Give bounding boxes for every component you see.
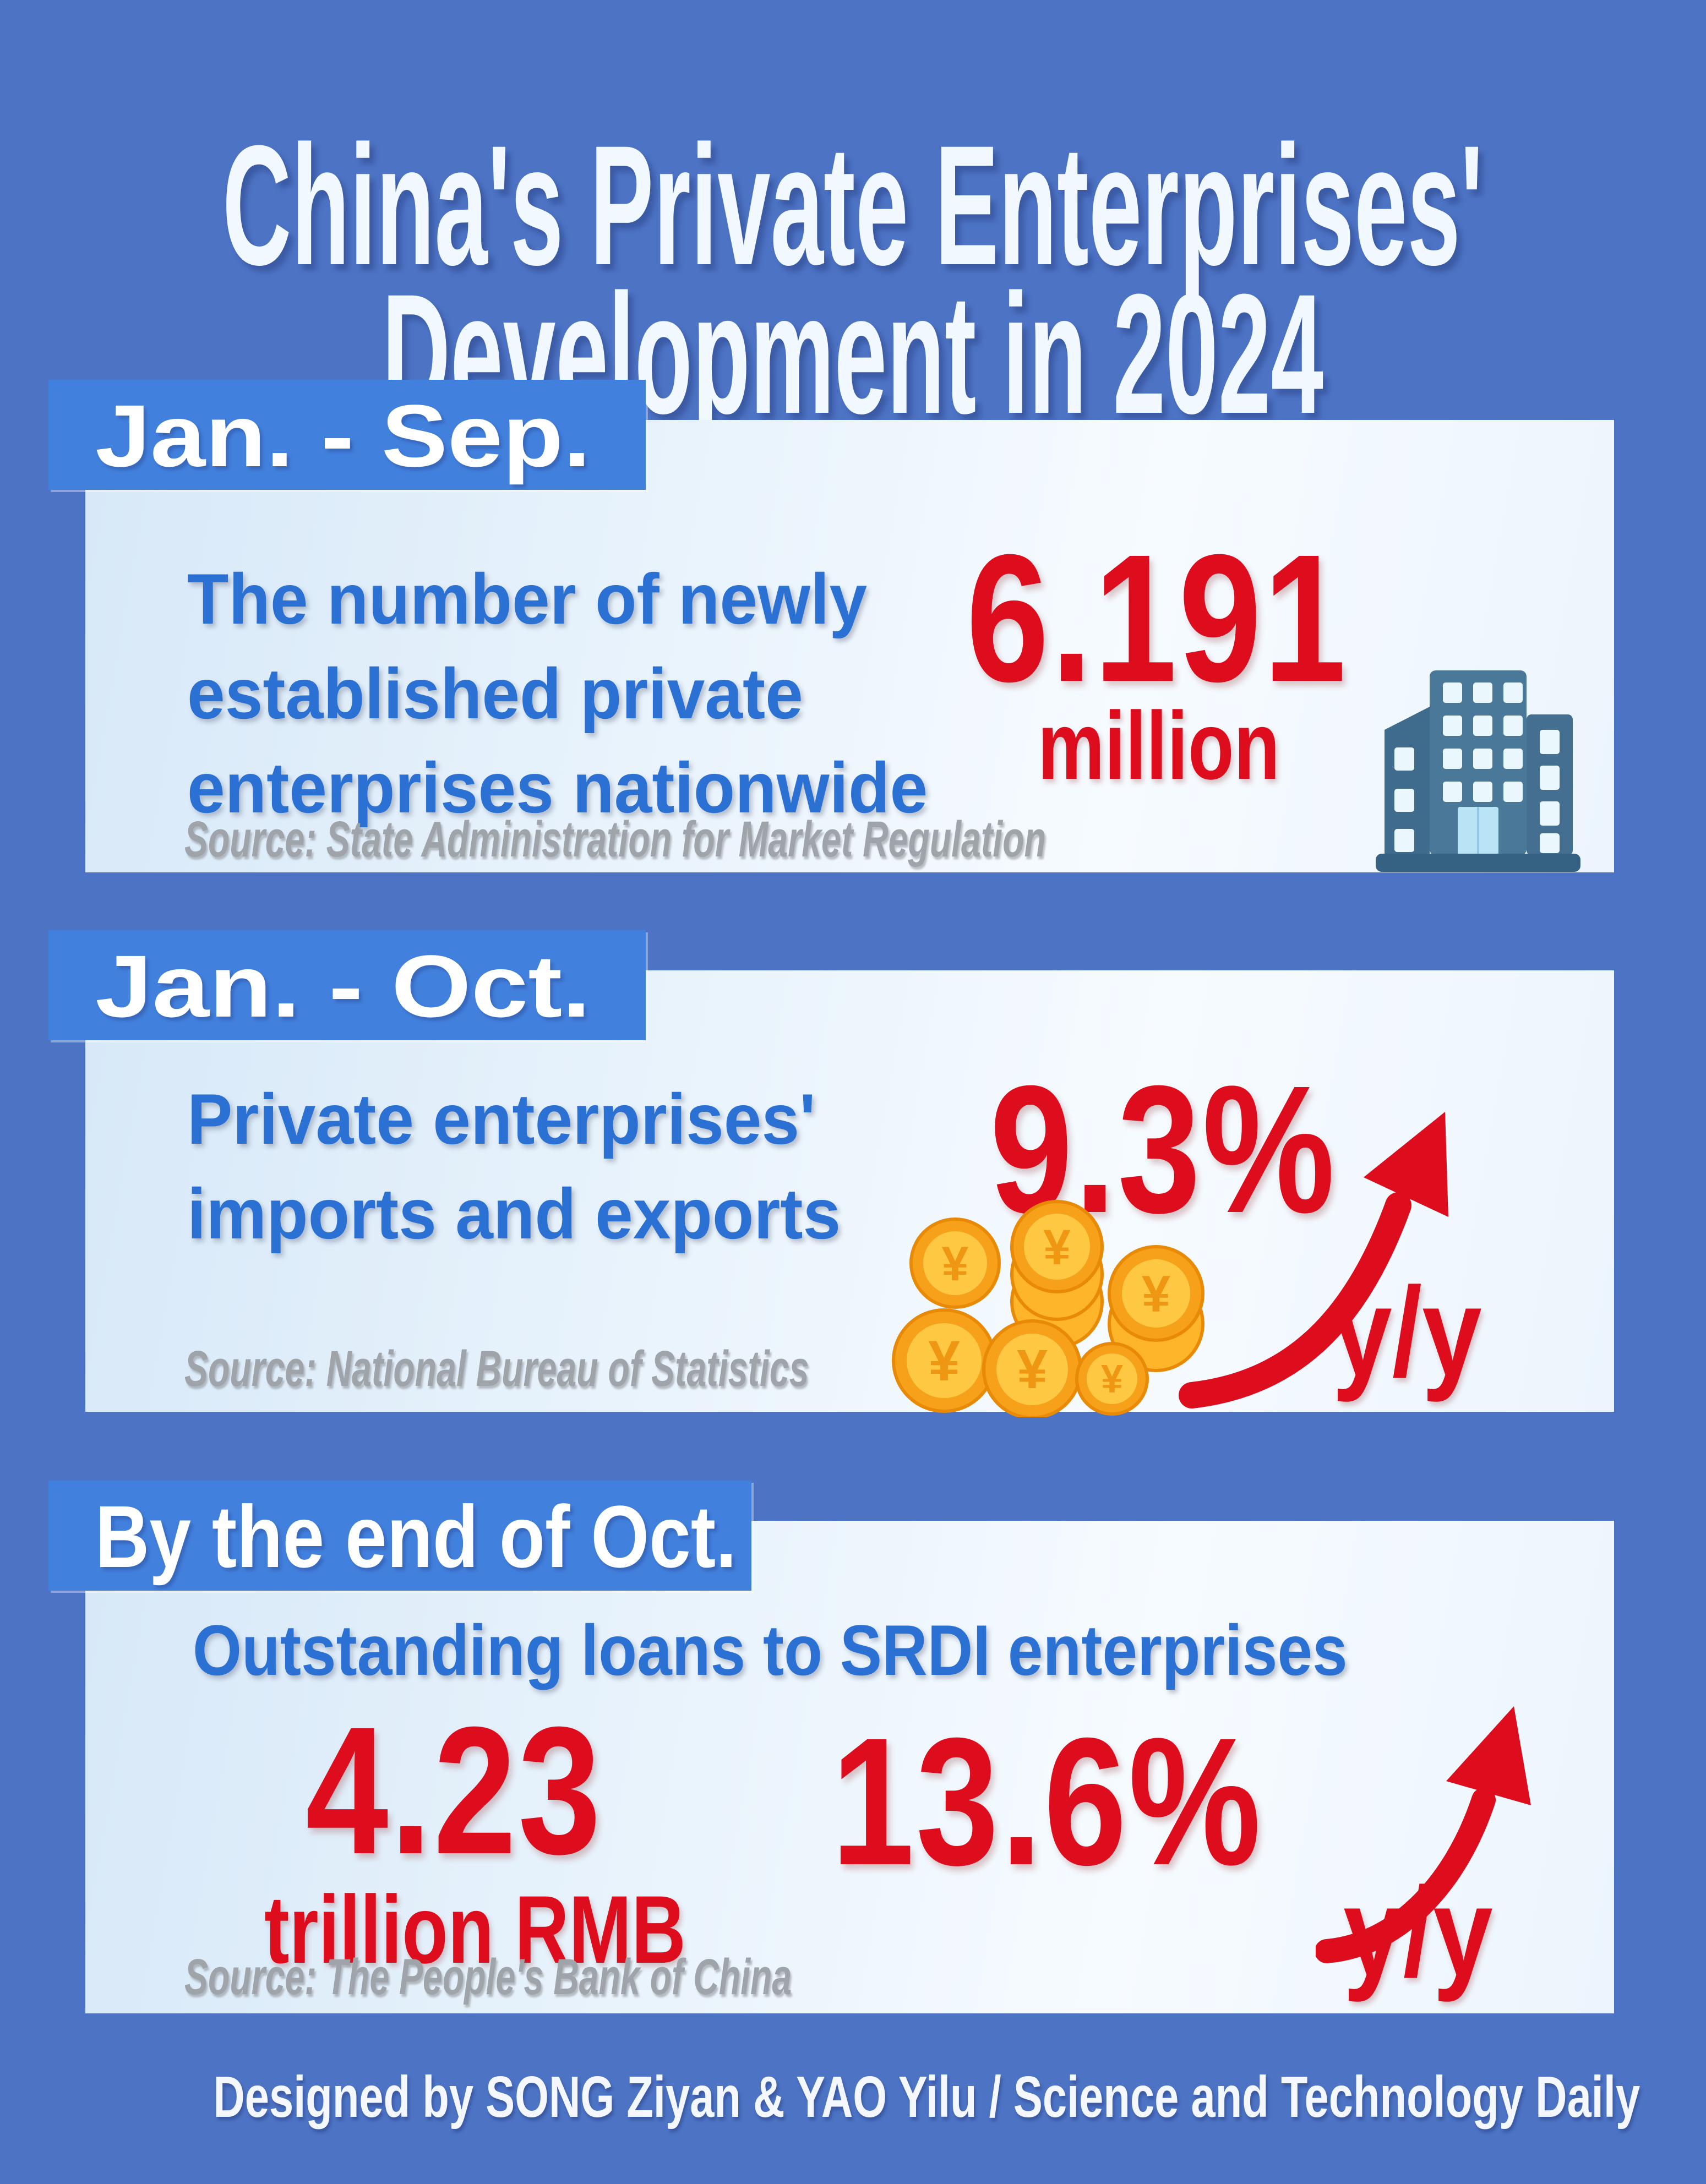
card2-heading-line: imports and exports <box>187 1173 841 1254</box>
svg-text:¥: ¥ <box>1142 1265 1170 1323</box>
svg-text:¥: ¥ <box>1101 1357 1123 1401</box>
office-building-icon <box>1376 670 1580 872</box>
section1-label-text: Jan. - Sep. <box>95 386 591 485</box>
growth-arrow-icon <box>1179 1112 1448 1408</box>
card3-unit: trillion RMB <box>264 1876 686 1984</box>
section2-label: Jan. - Oct. <box>48 930 646 1040</box>
card1-value: 6.191 <box>966 516 1348 719</box>
section1-label: Jan. - Sep. <box>48 380 646 490</box>
coin: ¥ <box>892 1308 996 1413</box>
coin: ¥ <box>1108 1245 1204 1342</box>
card-imports-exports: Private enterprises' imports and exports… <box>85 970 1614 1417</box>
card1-unit: million <box>1038 692 1280 800</box>
coin: ¥ <box>1010 1200 1104 1293</box>
card3-value: 4.23 <box>306 1689 603 1892</box>
growth-arrow-icon <box>1316 1706 1531 1963</box>
section3-label: By the end of Oct. <box>48 1481 751 1591</box>
title-line-1: China's Private Enterprises' <box>222 110 1483 302</box>
card1-heading: The number of newly established private … <box>187 552 928 836</box>
svg-text:¥: ¥ <box>928 1329 960 1393</box>
coin: ¥ <box>1075 1342 1149 1416</box>
card3-source: Source: The People's Bank of China <box>184 1949 792 2005</box>
card2-heading-line: Private enterprises' <box>187 1079 816 1159</box>
card3-heading: Outstanding loans to SRDI enterprises <box>193 1603 1348 1698</box>
section2-label-text: Jan. - Oct. <box>95 937 591 1035</box>
card1-heading-line: enterprises nationwide <box>187 747 928 828</box>
card-srdi-loans: Outstanding loans to SRDI enterprises 4.… <box>85 1521 1614 2013</box>
credit-line: Designed by SONG Ziyan & YAO Yilu / Scie… <box>213 2065 1640 2130</box>
card2-source: Source: National Bureau of Statistics <box>184 1341 809 1397</box>
coin: ¥ <box>982 1319 1082 1417</box>
svg-text:¥: ¥ <box>942 1236 969 1291</box>
card1-heading-line: The number of newly <box>187 559 868 639</box>
section3-label-text: By the end of Oct. <box>95 1487 737 1586</box>
card3-value2: 13.6% <box>831 1700 1263 1903</box>
card1-source: Source: State Administration for Market … <box>184 811 1046 867</box>
svg-text:¥: ¥ <box>1043 1220 1071 1275</box>
card3-heading-line: Outstanding loans to SRDI enterprises <box>193 1610 1348 1690</box>
card1-heading-line: established private <box>187 653 803 734</box>
poster-title: China's Private Enterprises' Development… <box>222 110 1483 435</box>
coin: ¥ <box>909 1217 1001 1309</box>
coins-icon: ¥ ¥ ¥ ¥ ¥ ¥ <box>892 1200 1204 1417</box>
card2-heading: Private enterprises' imports and exports <box>187 1072 841 1261</box>
card-new-enterprises: The number of newly established private … <box>85 420 1614 872</box>
svg-text:¥: ¥ <box>1017 1339 1048 1400</box>
